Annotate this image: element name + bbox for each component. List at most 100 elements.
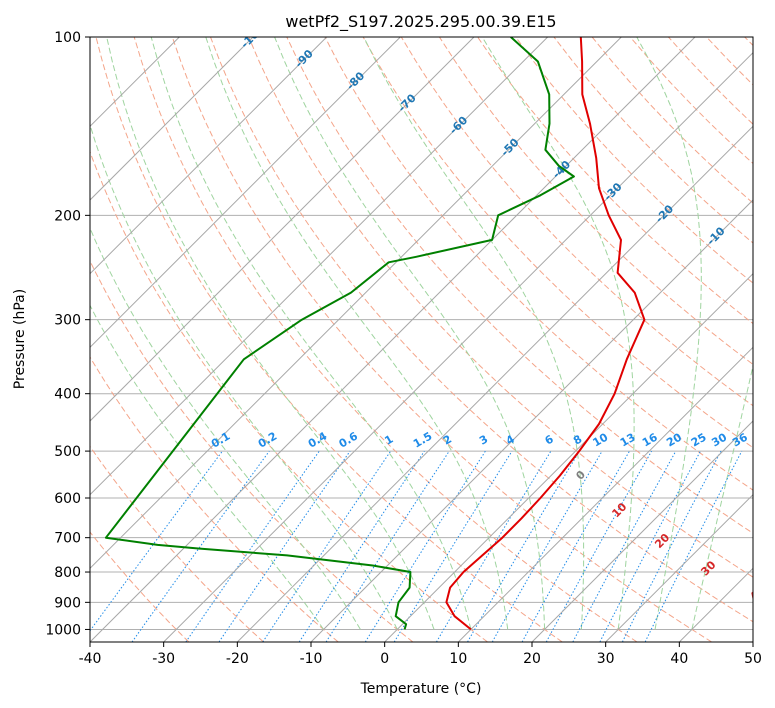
moist-adiabat bbox=[363, 37, 585, 630]
isotherm-line bbox=[90, 37, 401, 349]
moist-adiabat-label: 40 bbox=[747, 583, 767, 603]
isotherm-line bbox=[90, 37, 254, 201]
y-axis-label: Pressure (hPa) bbox=[12, 289, 28, 389]
dry-adiabat bbox=[90, 356, 339, 642]
moist-adiabat bbox=[274, 37, 546, 630]
mixing-ratio-label: 16 bbox=[640, 430, 660, 449]
x-tick-label: -40 bbox=[79, 651, 102, 667]
x-tick-label: -30 bbox=[152, 651, 175, 667]
mixing-ratio-line bbox=[435, 450, 552, 642]
mixing-ratio-lines bbox=[90, 450, 743, 642]
dry-adiabat bbox=[591, 37, 753, 204]
moist-adiabat bbox=[481, 37, 635, 630]
mixing-ratio-line bbox=[644, 450, 743, 642]
isotherms bbox=[90, 37, 753, 642]
mixing-ratio-line bbox=[185, 450, 320, 642]
x-tick-label: 0 bbox=[380, 651, 389, 667]
dry-adiabat bbox=[90, 259, 414, 642]
mixing-ratio-label: 4 bbox=[504, 432, 517, 447]
moist-adiabat bbox=[691, 363, 753, 630]
mixing-ratio-line bbox=[90, 450, 223, 632]
dry-adiabat bbox=[706, 37, 753, 86]
x-tick-label: -20 bbox=[226, 651, 249, 667]
isotherm-line bbox=[236, 125, 753, 642]
mixing-ratio-label: 1 bbox=[382, 433, 395, 448]
isotherm-line bbox=[90, 37, 549, 496]
mixing-ratio-line bbox=[599, 450, 701, 642]
y-tick-label: 1000 bbox=[45, 622, 81, 638]
mixing-ratio-label: 1.5 bbox=[411, 430, 434, 451]
mixing-ratio-line bbox=[131, 450, 270, 642]
mixing-ratio-label: 13 bbox=[618, 431, 638, 450]
isotherm-line bbox=[90, 37, 328, 275]
dry-adiabat bbox=[438, 37, 753, 366]
y-tick-label: 200 bbox=[54, 208, 81, 224]
x-tick-label: -10 bbox=[300, 651, 323, 667]
mixing-ratio-line bbox=[325, 450, 450, 642]
y-axis-ticks: 100 200 300 400 500 600 700 800 900 1000 bbox=[45, 30, 90, 638]
isotherm-line bbox=[163, 51, 753, 642]
dry-adiabat bbox=[90, 150, 488, 642]
chart-title: wetPf2_S197.2025.295.00.39.E15 bbox=[285, 12, 556, 32]
mixing-ratio-line bbox=[298, 450, 425, 642]
mixing-ratio-label: 2 bbox=[441, 433, 454, 448]
moist-adiabat bbox=[90, 226, 361, 630]
y-tick-label: 400 bbox=[54, 387, 81, 403]
isotherm-line bbox=[605, 493, 753, 642]
dry-adiabat bbox=[515, 37, 753, 284]
x-axis-ticks: -40 -30 -20 -10 0 10 20 30 40 50 bbox=[79, 642, 762, 667]
x-tick-label: 30 bbox=[597, 651, 615, 667]
isobar-gridlines bbox=[90, 37, 753, 630]
dry-adiabat bbox=[477, 37, 753, 325]
dry-adiabat bbox=[400, 37, 753, 407]
dry-adiabat bbox=[210, 37, 753, 623]
x-axis-label: Temperature (°C) bbox=[360, 681, 482, 697]
y-tick-label: 900 bbox=[54, 595, 81, 611]
moist-adiabats bbox=[90, 37, 753, 630]
isotherm-line bbox=[678, 567, 753, 642]
mixing-ratio-label: 3 bbox=[477, 433, 490, 448]
reference-line-labels: -100-90-80-70-60-50-40-30-20-100.1 0.2 0.4… bbox=[209, 37, 767, 603]
temperature-profile-line bbox=[445, 37, 646, 631]
moist-adiabat bbox=[90, 123, 398, 630]
plot-area: -100-90-80-70-60-50-40-30-20-100.1 0.2 0.4… bbox=[90, 37, 767, 642]
x-tick-label: 40 bbox=[670, 651, 688, 667]
dry-adiabats bbox=[90, 37, 753, 642]
mixing-ratio-label: 0.6 bbox=[337, 429, 361, 450]
mixing-ratio-label: 0.2 bbox=[256, 430, 279, 451]
mixing-ratio-line bbox=[218, 450, 351, 642]
moist-adiabat bbox=[636, 37, 702, 630]
mixing-ratio-label: 30 bbox=[709, 430, 729, 449]
y-tick-label: 100 bbox=[54, 30, 81, 46]
isotherm-line bbox=[90, 37, 696, 642]
moist-adiabat bbox=[205, 37, 509, 630]
isotherm-line bbox=[752, 641, 753, 642]
mixing-ratio-line bbox=[572, 450, 677, 642]
dry-adiabat bbox=[90, 531, 190, 642]
isotherm-line bbox=[90, 37, 475, 422]
mixing-ratio-line bbox=[262, 450, 392, 642]
mixing-ratio-line bbox=[545, 450, 653, 642]
mixing-ratio-line bbox=[393, 450, 513, 642]
dewpoint-profile-line bbox=[104, 37, 575, 630]
dry-adiabat bbox=[133, 37, 638, 642]
moist-adiabat-label: 0 bbox=[573, 468, 588, 483]
dry-adiabat bbox=[553, 37, 753, 244]
isotherm-line bbox=[384, 272, 753, 642]
x-tick-label: 50 bbox=[744, 651, 762, 667]
isotherm-line bbox=[531, 420, 753, 642]
moist-adiabat-label: 30 bbox=[699, 558, 719, 578]
dry-adiabat bbox=[95, 37, 563, 642]
y-tick-label: 500 bbox=[54, 444, 81, 460]
dry-adiabat bbox=[668, 37, 753, 125]
y-tick-label: 600 bbox=[54, 491, 81, 507]
y-tick-label: 800 bbox=[54, 565, 81, 581]
plot-frame bbox=[89, 36, 754, 643]
x-tick-label: 20 bbox=[523, 651, 541, 667]
mixing-ratio-line bbox=[621, 450, 722, 642]
mixing-ratio-line bbox=[521, 450, 630, 642]
moist-adiabat bbox=[106, 37, 435, 630]
dry-adiabat bbox=[248, 37, 753, 578]
isotherm-line bbox=[457, 346, 753, 642]
